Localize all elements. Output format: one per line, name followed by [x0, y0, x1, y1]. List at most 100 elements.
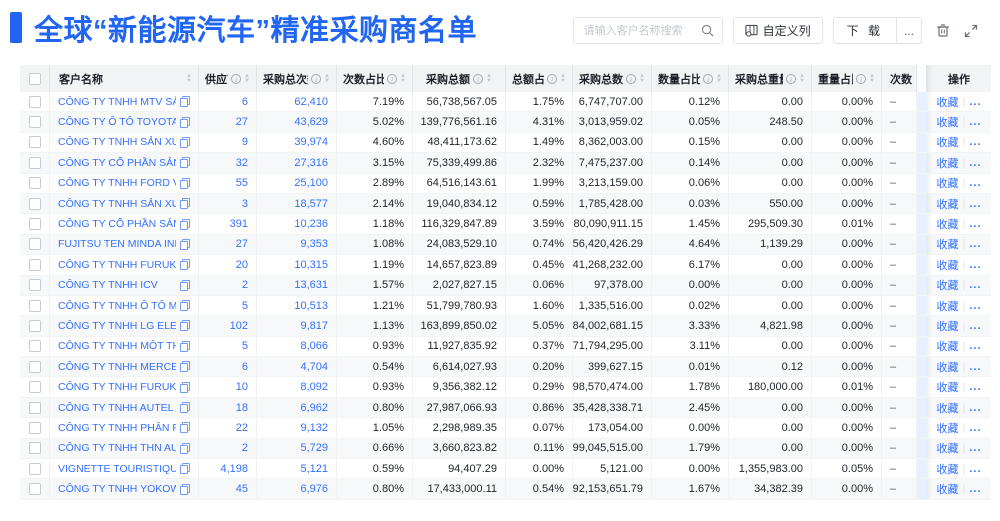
supplier-link[interactable]: 45 — [235, 483, 248, 496]
col-header-name[interactable]: 客户名称 ▲ ▼ — [50, 65, 199, 92]
row-more-button[interactable]: ... — [969, 299, 982, 312]
supplier-link[interactable]: 2 — [241, 279, 248, 292]
row-more-button[interactable]: ... — [969, 197, 982, 210]
sort-icon[interactable]: ▲ ▼ — [716, 72, 722, 84]
favorite-button[interactable]: 收藏 — [936, 422, 959, 435]
row-more-button[interactable]: ... — [969, 177, 982, 190]
supplier-link[interactable]: 10 — [235, 381, 248, 394]
purchase_count-link[interactable]: 6,976 — [300, 483, 328, 496]
row-more-button[interactable]: ... — [969, 340, 982, 353]
copy-icon[interactable] — [180, 402, 190, 414]
favorite-button[interactable]: 收藏 — [936, 320, 959, 333]
favorite-button[interactable]: 收藏 — [936, 402, 959, 415]
col-header-amount_ratio[interactable]: 总额占比i▲▼ — [506, 65, 573, 92]
customer-name-link[interactable]: VIGNETTE TOURISTIQUE G UNI... — [58, 462, 176, 475]
favorite-button[interactable]: 收藏 — [936, 137, 959, 150]
customer-name-link[interactable]: CÔNG TY Ô TÔ TOYOTA VIỆT ... — [58, 116, 176, 129]
sort-icon[interactable]: ▲ ▼ — [400, 72, 406, 84]
copy-icon[interactable] — [180, 116, 190, 128]
supplier-link[interactable]: 102 — [229, 319, 248, 332]
row-more-button[interactable]: ... — [969, 218, 982, 231]
row-checkbox[interactable] — [28, 421, 41, 434]
customer-name-link[interactable]: CÔNG TY TNHH AUTEL VIỆT N... — [58, 401, 176, 414]
favorite-button[interactable]: 收藏 — [936, 198, 959, 211]
supplier-link[interactable]: 5 — [241, 299, 248, 312]
info-icon[interactable]: i — [311, 73, 322, 84]
row-more-button[interactable]: ... — [969, 95, 982, 108]
col-header-purchase_amount[interactable]: 采购总额 i ▲ ▼ — [413, 65, 506, 92]
copy-icon[interactable] — [180, 157, 190, 169]
col-header-count_ratio[interactable]: 次数占比 i ▲ ▼ — [337, 65, 413, 92]
purchase_count-link[interactable]: 10,236 — [294, 218, 328, 231]
favorite-button[interactable]: 收藏 — [936, 300, 959, 313]
info-icon[interactable]: i — [786, 73, 797, 84]
supplier-link[interactable]: 3 — [241, 197, 248, 210]
favorite-button[interactable]: 收藏 — [936, 463, 959, 476]
customer-name-link[interactable]: CÔNG TY TNHH SẢN XUẤT VÀ ... — [58, 136, 176, 149]
supplier-link[interactable]: 22 — [235, 421, 248, 434]
row-checkbox[interactable] — [28, 381, 41, 394]
customer-name-link[interactable]: CÔNG TY TNHH Ô TÔ MITSUBI... — [58, 299, 176, 312]
col-header-purchase_quantity[interactable]: 采购总数量i▲▼ — [573, 65, 652, 92]
favorite-button[interactable]: 收藏 — [936, 341, 959, 354]
copy-icon[interactable] — [180, 259, 190, 271]
info-icon[interactable]: i — [703, 73, 714, 84]
copy-icon[interactable] — [180, 381, 190, 393]
copy-icon[interactable] — [180, 300, 190, 312]
col-header-supplier[interactable]: 供应商i▲▼ — [199, 65, 257, 92]
customer-name-link[interactable]: CÔNG TY TNHH SẢN XUẤT VÀ ... — [58, 197, 176, 210]
info-icon[interactable]: i — [626, 73, 637, 84]
favorite-button[interactable]: 收藏 — [936, 117, 959, 130]
download-button[interactable]: 下 载 — [832, 17, 897, 44]
row-checkbox[interactable] — [28, 279, 41, 292]
sort-icon[interactable]: ▲ ▼ — [639, 72, 645, 84]
row-checkbox[interactable] — [28, 258, 41, 271]
supplier-link[interactable]: 6 — [241, 95, 248, 108]
delete-button[interactable] — [936, 23, 950, 38]
row-checkbox[interactable] — [28, 360, 41, 373]
supplier-link[interactable]: 5 — [241, 340, 248, 353]
purchase_count-link[interactable]: 4,704 — [300, 360, 328, 373]
row-more-button[interactable]: ... — [969, 483, 982, 496]
row-checkbox[interactable] — [28, 319, 41, 332]
row-more-button[interactable]: ... — [969, 156, 982, 169]
copy-icon[interactable] — [180, 238, 190, 250]
info-icon[interactable]: i — [856, 73, 867, 84]
supplier-link[interactable]: 27 — [235, 238, 248, 251]
favorite-button[interactable]: 收藏 — [936, 443, 959, 456]
purchase_count-link[interactable]: 6,962 — [300, 401, 328, 414]
row-checkbox[interactable] — [28, 218, 41, 231]
copy-icon[interactable] — [180, 320, 190, 332]
purchase_count-link[interactable]: 43,629 — [294, 116, 328, 129]
customize-columns-button[interactable]: 自定义列 — [732, 17, 823, 44]
favorite-button[interactable]: 收藏 — [936, 239, 959, 252]
customer-name-link[interactable]: CÔNG TY TNHH FORD VIỆT NAM — [58, 177, 176, 190]
info-icon[interactable]: i — [231, 73, 242, 84]
sort-icon[interactable]: ▲ ▼ — [799, 72, 805, 84]
purchase_count-link[interactable]: 13,631 — [294, 279, 328, 292]
customer-name-link[interactable]: CÔNG TY TNHH FURUKAWA A... — [58, 258, 176, 271]
customer-name-link[interactable]: CÔNG TY TNHH MTV SẢN XUẤ... — [58, 95, 176, 108]
customer-name-link[interactable]: CÔNG TY TNHH MỘT THÀNH V... — [58, 340, 176, 353]
col-header-quantity_ratio[interactable]: 数量占比 i ▲ ▼ — [652, 65, 729, 92]
customer-name-link[interactable]: CÔNG TY TNHH YOKOWO VIỆT... — [58, 483, 176, 496]
fullscreen-button[interactable] — [964, 24, 978, 38]
purchase_count-link[interactable]: 25,100 — [294, 177, 328, 190]
favorite-button[interactable]: 收藏 — [936, 259, 959, 272]
favorite-button[interactable]: 收藏 — [936, 361, 959, 374]
copy-icon[interactable] — [180, 218, 190, 230]
purchase_count-link[interactable]: 8,066 — [300, 340, 328, 353]
customer-name-link[interactable]: CÔNG TY TNHH ICV — [58, 279, 158, 292]
row-more-button[interactable]: ... — [969, 401, 982, 414]
supplier-link[interactable]: 20 — [235, 258, 248, 271]
favorite-button[interactable]: 收藏 — [936, 157, 959, 170]
row-checkbox[interactable] — [28, 197, 41, 210]
customer-name-link[interactable]: CÔNG TY CỔ PHẦN SẢN XUẤT... — [58, 218, 176, 231]
copy-icon[interactable] — [180, 442, 190, 454]
supplier-link[interactable]: 55 — [235, 177, 248, 190]
copy-icon[interactable] — [180, 340, 190, 352]
purchase_count-link[interactable]: 10,315 — [294, 258, 328, 271]
search-icon[interactable] — [701, 24, 714, 37]
row-more-button[interactable]: ... — [969, 381, 982, 394]
customer-name-link[interactable]: CÔNG TY TNHH FURUKAWA A... — [58, 381, 176, 394]
